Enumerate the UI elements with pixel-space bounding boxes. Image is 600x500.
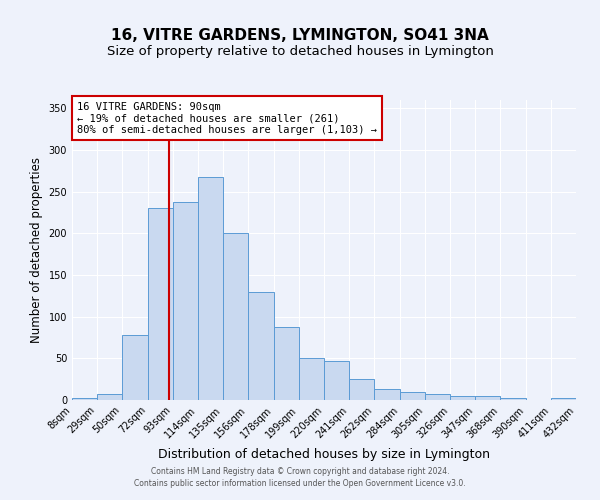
- Text: Contains HM Land Registry data © Crown copyright and database right 2024.
Contai: Contains HM Land Registry data © Crown c…: [134, 466, 466, 487]
- Bar: [122, 335, 148, 400]
- X-axis label: Distribution of detached houses by size in Lymington: Distribution of detached houses by size …: [158, 448, 490, 461]
- Bar: [223, 234, 248, 400]
- Bar: [450, 396, 475, 400]
- Bar: [198, 176, 223, 400]
- Y-axis label: Number of detached properties: Number of detached properties: [30, 157, 43, 343]
- Bar: [299, 358, 324, 400]
- Text: Size of property relative to detached houses in Lymington: Size of property relative to detached ho…: [107, 45, 493, 58]
- Bar: [324, 361, 349, 400]
- Bar: [349, 379, 374, 400]
- Bar: [475, 396, 500, 400]
- Text: 16, VITRE GARDENS, LYMINGTON, SO41 3NA: 16, VITRE GARDENS, LYMINGTON, SO41 3NA: [111, 28, 489, 42]
- Bar: [248, 292, 274, 400]
- Bar: [374, 389, 400, 400]
- Bar: [274, 326, 299, 400]
- Text: 16 VITRE GARDENS: 90sqm
← 19% of detached houses are smaller (261)
80% of semi-d: 16 VITRE GARDENS: 90sqm ← 19% of detache…: [77, 102, 377, 134]
- Bar: [400, 392, 425, 400]
- Bar: [148, 208, 173, 400]
- Bar: [425, 394, 450, 400]
- Bar: [173, 202, 198, 400]
- Bar: [72, 398, 97, 400]
- Bar: [500, 398, 526, 400]
- Bar: [97, 394, 122, 400]
- Bar: [551, 398, 576, 400]
